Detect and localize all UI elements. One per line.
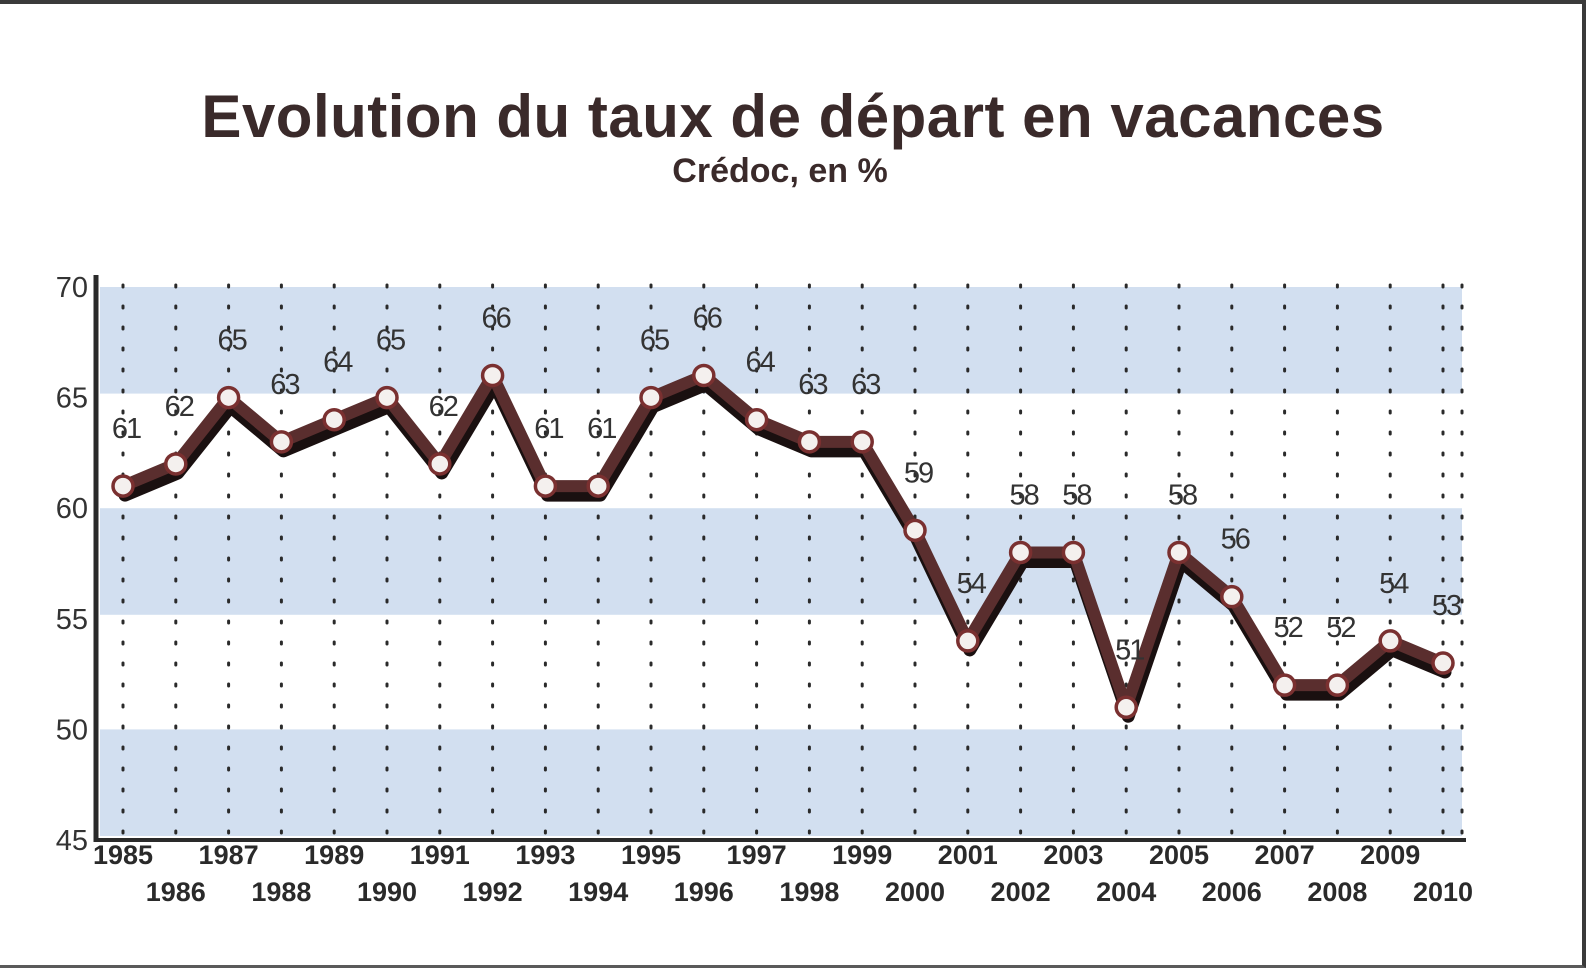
data-label: 66 [693,302,722,334]
x-tick-label: 1997 [727,840,787,870]
data-point [375,385,399,410]
data-label: 58 [1009,479,1038,511]
data-point [216,385,241,410]
data-point [692,363,716,388]
x-tick-label: 2002 [991,877,1051,907]
data-point [480,363,505,388]
data-labels: 61 62 65 63 64 65 62 66 61 61 65 66 64 63 63 59 54 58 58 51… [112,302,1463,666]
data-point [903,518,927,543]
y-tick-label: 55 [56,604,88,636]
x-axis-ticks: 1985 1986 1987 1988 1989 1990 1991 1992 1993 1994… [93,840,1473,907]
data-label: 58 [1062,479,1091,511]
data-point [639,385,663,410]
data-point [956,629,980,653]
line-chart: 45 50 55 60 65 70 1985 1986 1987 1988 1989 1990 199… [56,272,1473,907]
data-point [269,430,294,454]
x-tick-label: 1998 [779,877,839,907]
x-tick-label: 1995 [621,840,681,870]
data-label: 65 [640,325,669,357]
data-label: 63 [270,369,299,401]
y-tick-label: 65 [56,383,88,415]
data-point [1378,629,1402,653]
data-point [1220,584,1244,609]
x-tick-label: 2007 [1255,840,1315,870]
data-point [586,474,610,498]
data-label: 58 [1168,479,1197,511]
data-point [322,407,346,432]
x-tick-label: 1993 [515,840,575,870]
x-tick-label: 2008 [1307,877,1367,907]
x-tick-label: 1988 [251,877,311,907]
data-label: 62 [165,391,194,423]
data-label: 54 [1379,568,1409,600]
data-point [850,430,874,454]
data-label: 51 [1115,634,1144,666]
y-tick-label: 70 [56,272,88,304]
data-label: 64 [323,347,353,379]
x-tick-label: 2005 [1149,840,1209,870]
data-label: 64 [745,347,775,379]
x-tick-label: 1986 [146,877,206,907]
x-tick-label: 2000 [885,877,945,907]
data-point [1008,540,1033,565]
data-label: 61 [112,413,141,445]
data-label: 62 [429,391,458,423]
y-tick-label: 45 [56,825,88,857]
x-tick-label: 1989 [304,840,364,870]
data-label: 65 [217,325,246,357]
data-point [533,474,558,498]
data-label: 53 [1432,590,1461,622]
data-label: 61 [534,413,563,445]
x-tick-label: 2004 [1096,877,1156,907]
data-label: 66 [481,302,510,334]
data-point [111,474,135,498]
x-tick-label: 2009 [1360,840,1420,870]
data-point [744,407,769,432]
x-tick-label: 2006 [1202,877,1262,907]
data-label: 63 [851,369,880,401]
data-label: 65 [376,325,405,357]
data-point [1114,695,1138,720]
data-point [1061,540,1086,565]
data-label: 63 [798,369,827,401]
band [100,287,1462,394]
chart-subtitle: Crédoc, en % [672,152,888,190]
data-point [1431,651,1455,675]
data-point [1325,673,1350,697]
x-tick-label: 1999 [832,840,892,870]
data-point [797,430,822,454]
data-label: 56 [1221,524,1250,556]
data-point [1272,673,1297,697]
band [100,508,1462,615]
chart-title: Evolution du taux de départ en vacances [201,83,1385,150]
band [100,729,1462,836]
background-bands [100,287,1462,836]
data-label: 59 [904,457,933,489]
y-axis-ticks: 45 50 55 60 65 70 [56,272,88,857]
axes [93,275,1466,842]
x-tick-label: 2003 [1043,840,1103,870]
data-points [111,363,1455,720]
data-label: 54 [957,568,987,600]
x-tick-label: 1992 [463,877,523,907]
x-tick-label: 2010 [1413,877,1473,907]
y-tick-label: 50 [56,714,88,746]
x-tick-label: 1994 [568,877,628,907]
data-label: 52 [1273,612,1302,644]
data-point [1167,540,1191,565]
data-point [428,452,452,476]
x-tick-label: 1985 [93,840,153,870]
data-label: 61 [587,413,616,445]
x-tick-label: 1991 [410,840,470,870]
data-label: 52 [1326,612,1355,644]
x-tick-label: 1990 [357,877,417,907]
y-tick-label: 60 [56,493,88,525]
x-tick-label: 2001 [938,840,998,870]
data-point [164,452,188,476]
x-tick-label: 1996 [674,877,734,907]
x-tick-label: 1987 [199,840,259,870]
